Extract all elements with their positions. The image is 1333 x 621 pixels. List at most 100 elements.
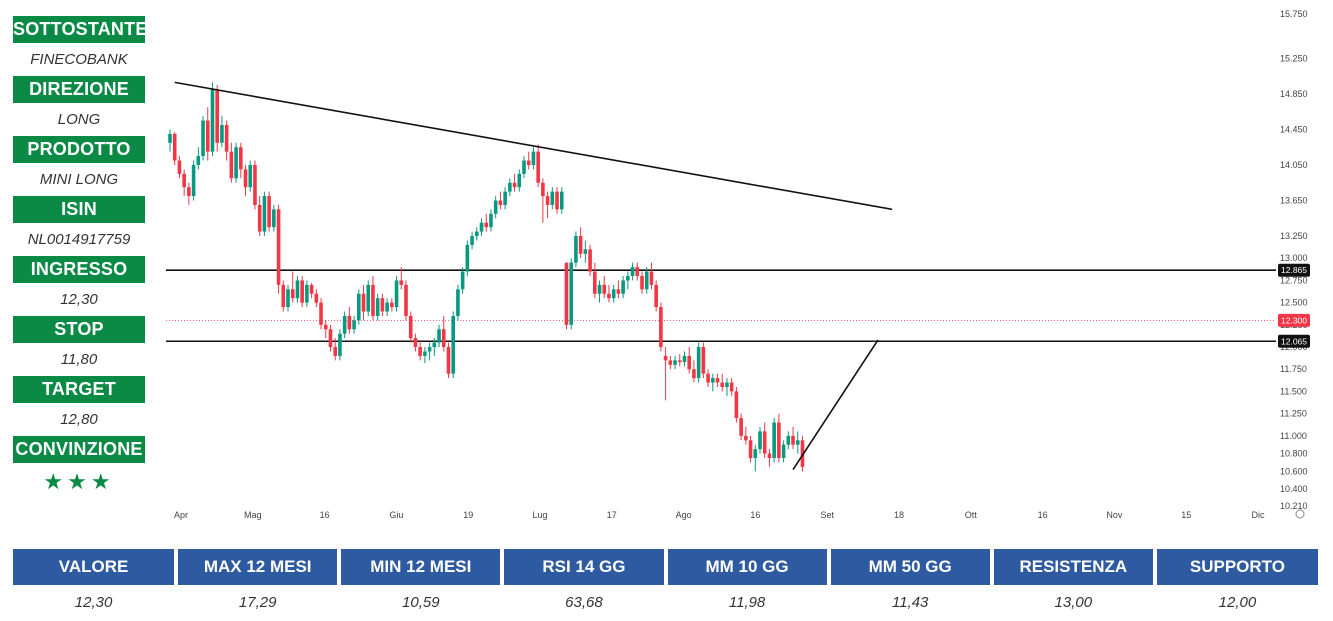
candle-body: [550, 191, 555, 205]
candle-body: [257, 204, 262, 232]
candle-body: [777, 422, 781, 459]
candle-body: [578, 236, 583, 254]
candle-body: [692, 369, 696, 379]
candle-body: [564, 262, 569, 325]
x-tick-label: Nov: [1106, 510, 1123, 520]
candle-body: [762, 431, 767, 454]
candle-body: [366, 284, 371, 312]
x-tick-label: 16: [750, 510, 760, 520]
candle-body: [262, 196, 267, 232]
stats-header-3: RSI 14 GG: [502, 549, 668, 585]
y-tick-label: 14.450: [1280, 124, 1308, 134]
candle-body: [569, 262, 573, 325]
panel-label-1: DIREZIONE: [13, 76, 145, 103]
candle-body: [739, 418, 743, 436]
stats-header-5: MM 50 GG: [828, 549, 994, 585]
candle-body: [795, 440, 800, 445]
x-tick-label: 16: [320, 510, 330, 520]
panel-label-3: ISIN: [13, 196, 145, 223]
x-tick-label: Ago: [676, 510, 692, 520]
candle-body: [210, 89, 215, 152]
candle-body: [526, 160, 531, 165]
candle-body: [475, 231, 479, 237]
price-chart: 15.750 15.250 14.850 14.450 14.050 13.650 13.2…: [166, 9, 1310, 520]
price-label-box: [1278, 313, 1310, 327]
candle-body: [649, 271, 654, 285]
candle-body: [706, 373, 710, 383]
candle-body: [508, 182, 512, 192]
panel-value-6: 12,80: [13, 403, 145, 436]
y-tick-label: 11.750: [1280, 364, 1307, 374]
panel-label-0: SOTTOSTANTE: [13, 16, 147, 43]
y-tick-label: 10.210: [1280, 501, 1308, 511]
stats-header-7: SUPPORTO: [1154, 549, 1318, 585]
y-tick-label: 13.650: [1280, 195, 1308, 205]
candle-body: [239, 147, 243, 170]
candle-body: [611, 289, 616, 299]
candle-body: [607, 293, 611, 299]
stats-value-0: 12,30: [13, 585, 179, 619]
candle-body: [460, 271, 465, 290]
y-tick-label: 10.600: [1280, 466, 1308, 476]
stats-value-2: 10,59: [339, 585, 505, 619]
y-tick-label: 10.400: [1280, 484, 1308, 494]
panel-label-4: INGRESSO: [13, 256, 145, 283]
panel-label-6: TARGET: [13, 376, 145, 403]
candle-body: [465, 244, 470, 272]
candle-body: [361, 293, 366, 312]
candle-body: [701, 347, 706, 374]
candle-body: [290, 289, 295, 299]
panel-value-5: 11,80: [13, 343, 145, 376]
candle-body: [446, 347, 451, 374]
candle-body: [418, 347, 422, 356]
candle-body: [352, 320, 356, 330]
candle-body: [276, 209, 281, 285]
panel-value-1: LONG: [13, 103, 145, 136]
candle-body: [498, 200, 503, 205]
y-tick-label: 14.050: [1280, 160, 1308, 170]
y-tick-label: 15.750: [1280, 9, 1308, 19]
candle-body: [659, 307, 663, 348]
candle-body: [545, 196, 550, 205]
price-label-box: [1278, 263, 1310, 277]
candle-body: [338, 333, 342, 356]
candle-body: [413, 338, 418, 348]
candle-body: [635, 267, 640, 276]
candle-body: [734, 391, 739, 419]
candle-body: [493, 200, 498, 214]
candle-body: [432, 342, 437, 348]
x-tick-label: Giu: [389, 510, 403, 520]
candle-body: [427, 347, 432, 352]
candle-body: [663, 355, 668, 361]
y-tick-label: 10.800: [1280, 449, 1308, 459]
candle-body: [281, 284, 286, 308]
panel-value-2: MINI LONG: [13, 163, 145, 196]
candle-body: [380, 298, 385, 312]
candle-body: [253, 164, 257, 205]
candle-body: [215, 89, 219, 143]
x-tick-label: 17: [607, 510, 617, 520]
candle-body: [314, 293, 319, 303]
candle-body: [347, 315, 352, 330]
settings-icon[interactable]: [1295, 509, 1305, 519]
x-tick-label: Apr: [174, 510, 188, 520]
stats-value-6: 13,00: [991, 585, 1157, 619]
candle-body: [630, 267, 635, 276]
candle-body: [626, 275, 630, 281]
candle-body: [248, 164, 253, 188]
candle-body: [295, 280, 300, 299]
x-tick-label: Mag: [244, 510, 262, 520]
candle-body: [394, 280, 399, 308]
candle-body: [404, 284, 408, 316]
candle-body: [758, 431, 762, 450]
candle-body: [729, 382, 734, 392]
y-tick-label: 12.750: [1280, 275, 1308, 285]
candle-body: [621, 280, 625, 294]
panel-value-0: FINECOBANK: [13, 43, 145, 76]
candle-body: [234, 147, 238, 179]
candle-body: [319, 302, 323, 325]
y-tick-label: 12.500: [1280, 298, 1308, 308]
candle-body: [677, 360, 682, 363]
candle-body: [267, 196, 271, 228]
candle-body: [484, 222, 489, 228]
